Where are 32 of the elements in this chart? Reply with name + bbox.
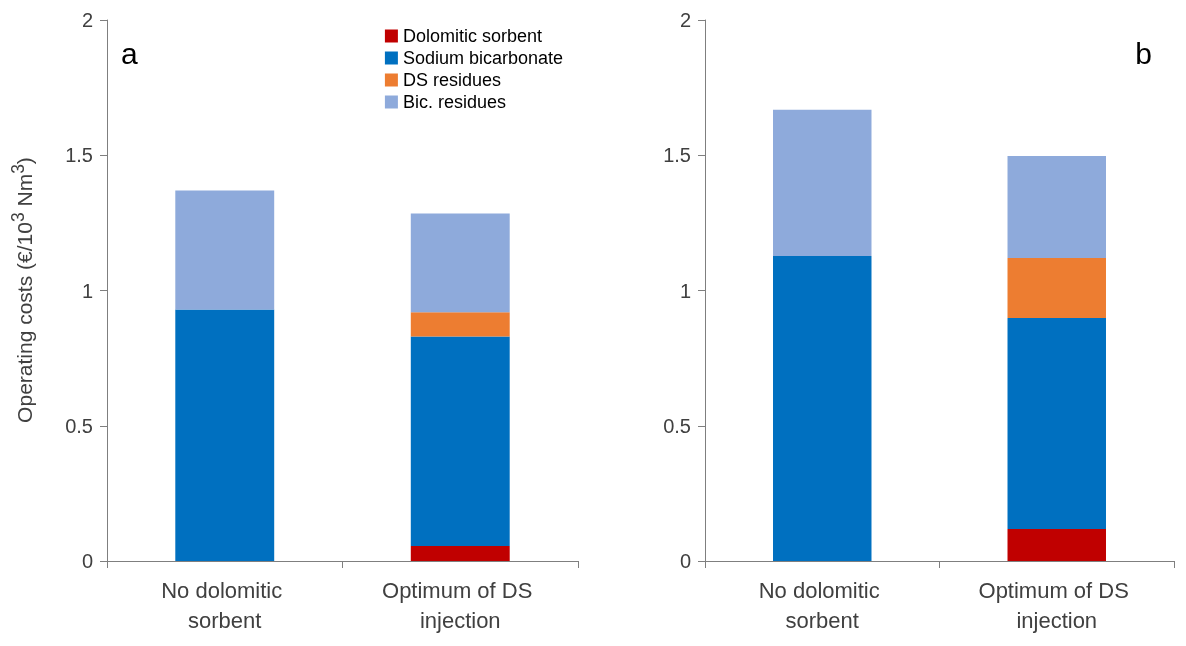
annotation: b [1135, 36, 1152, 70]
bar [1007, 529, 1106, 561]
annotation: a [121, 36, 138, 70]
y-tick-label: 1 [81, 279, 93, 302]
legend-label: DS residues [402, 70, 501, 90]
y-tick-label: 2 [679, 9, 691, 31]
legend-label: Sodium bicarbonate [402, 48, 564, 68]
x-tick-label: Optimum of DS injection [382, 577, 539, 633]
bar [410, 213, 510, 313]
x-tick-label: No dolomitic sorbent [161, 577, 289, 633]
bar [410, 546, 510, 561]
y-tick-label: 1.5 [663, 144, 691, 167]
y-tick-label: 1 [679, 279, 691, 302]
bar [1007, 156, 1106, 259]
legend-label: Bic. residues [402, 92, 506, 112]
y-tick-label: 1.5 [65, 144, 93, 167]
x-tick-label: Optimum of DS injection [978, 577, 1135, 633]
y-tick-label: 0.5 [663, 414, 691, 437]
bar [1007, 318, 1106, 530]
y-tick-label: 0 [81, 550, 93, 572]
y-tick-label: 0 [679, 550, 691, 572]
bar [410, 336, 510, 547]
x-tick-label: No dolomitic sorbent [758, 577, 886, 633]
bar [410, 312, 510, 337]
legend-label: Dolomitic sorbent [402, 26, 542, 46]
bar [773, 255, 872, 561]
bar [773, 109, 872, 256]
bar [175, 190, 275, 310]
bar [1007, 258, 1106, 319]
y-tick-label: 2 [81, 9, 93, 31]
y-tick-label: 0.5 [65, 414, 93, 437]
bar [175, 309, 275, 561]
